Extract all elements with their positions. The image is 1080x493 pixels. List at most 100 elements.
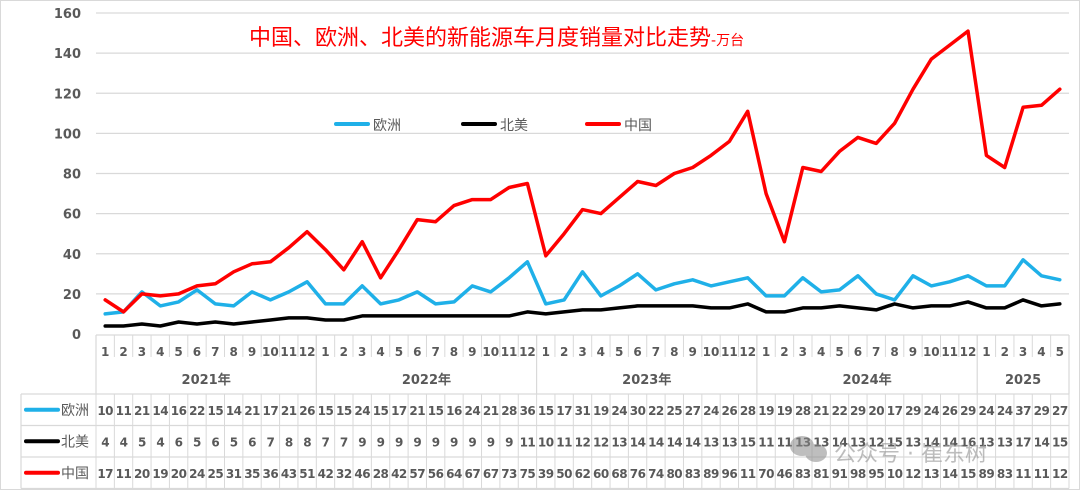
y-tick-label: 160: [54, 7, 81, 22]
table-cell: 21: [134, 404, 150, 418]
row-label: 北美: [61, 434, 89, 450]
wechat-icon: [790, 436, 827, 462]
year-label: 2024年: [842, 372, 891, 388]
table-cell: 14: [648, 435, 664, 449]
table-cell: 24: [923, 404, 939, 418]
month-tick-label: 4: [156, 345, 164, 359]
table-cell: 20: [134, 467, 150, 481]
table-cell: 29: [1034, 404, 1050, 418]
legend-item-2: 中国: [585, 118, 652, 134]
y-tick-label: 40: [63, 248, 81, 263]
legend-item-0: 欧洲: [334, 118, 401, 134]
legend-label: 中国: [624, 118, 652, 134]
table-cell: 16: [171, 404, 187, 418]
table-cell: 75: [520, 467, 536, 481]
table-cell: 14: [942, 435, 958, 449]
watermark: 公众号 · 崔东树: [790, 436, 987, 467]
table-cell: 11: [116, 404, 132, 418]
table-cell: 11: [1034, 467, 1050, 481]
table-cell: 21: [483, 404, 499, 418]
table-cell: 19: [593, 404, 609, 418]
table-cell: 7: [340, 435, 348, 449]
table-cell: 9: [358, 435, 366, 449]
month-tick-label: 11: [721, 345, 738, 359]
table-cell: 14: [666, 435, 682, 449]
table-cell: 60: [593, 467, 609, 481]
y-tick-label: 60: [63, 208, 81, 223]
table-cell: 19: [777, 404, 793, 418]
year-label: 2021年: [182, 372, 231, 388]
month-tick-label: 1: [101, 345, 109, 359]
table-cell: 24: [997, 404, 1013, 418]
month-tick-label: 5: [835, 345, 843, 359]
y-axis: 0 20 40 60 80 100 120 140 160: [54, 7, 81, 343]
table-cell: 17: [97, 467, 113, 481]
table-cell: 36: [263, 467, 279, 481]
table-cell: 16: [446, 404, 462, 418]
table-cell: 83: [685, 467, 701, 481]
table-cell: 14: [1034, 435, 1050, 449]
table-cell: 51: [299, 467, 315, 481]
month-tick-label: 1: [982, 345, 990, 359]
month-tick-label: 5: [1056, 345, 1064, 359]
table-cell: 9: [377, 435, 385, 449]
month-tick-label: 9: [248, 345, 256, 359]
table-cell: 17: [1015, 435, 1031, 449]
table-cell: 14: [630, 435, 646, 449]
month-tick-label: 7: [211, 345, 219, 359]
table-cell: 36: [520, 404, 536, 418]
month-tick-label: 10: [703, 345, 720, 359]
legend-item-1: 北美: [461, 118, 528, 134]
table-cell: 5: [193, 435, 201, 449]
table-cell: 5: [138, 435, 146, 449]
month-tick-label: 8: [670, 345, 678, 359]
table-cell: 13: [997, 435, 1013, 449]
table-row: 欧洲 10 11 21 14 16 22 15 14 21 17 21 26 15 15 24 15 17 21 15…: [24, 403, 1068, 419]
month-tick-label: 6: [854, 345, 862, 359]
table-cell: 13: [722, 435, 738, 449]
table-cell: 8: [285, 435, 293, 449]
table-row: 北美 4 4 5 4 6 5 6 5 6 7 8 8 7 7 9 9 9 9 9 9 9 9 9 11 10 11 12 12 13 14 1…: [24, 434, 1068, 450]
table-cell: 12: [868, 435, 884, 449]
series-line-0: [103, 258, 1062, 316]
month-tick-label: 8: [890, 345, 898, 359]
row-label: 中国: [61, 466, 89, 482]
table-cell: 9: [413, 435, 421, 449]
table-cell: 15: [336, 404, 352, 418]
x-axis-categories: 1 2 3 4 5 6 7 8 9 10 11 12 1 2 3 4 5 6 7 8 9 10 11 12 1 2 3 4 5 6 7 8 9 1…: [95, 334, 1070, 394]
table-cell: 7: [266, 435, 274, 449]
month-tick-label: 11: [941, 345, 958, 359]
table-cell: 15: [1052, 435, 1068, 449]
table-cell: 15: [318, 404, 334, 418]
month-tick-label: 11: [501, 345, 518, 359]
month-tick-label: 11: [280, 345, 297, 359]
table-cell: 26: [942, 404, 958, 418]
table-cell: 28: [795, 404, 811, 418]
table-cell: 32: [336, 467, 352, 481]
table-cell: 11: [777, 435, 793, 449]
year-label: 2022年: [402, 372, 451, 388]
table-cell: 12: [1052, 467, 1068, 481]
table-cell: 15: [538, 404, 554, 418]
series-line-2: [103, 29, 1062, 314]
table-cell: 13: [611, 435, 627, 449]
month-tick-label: 6: [193, 345, 201, 359]
table-cell: 6: [248, 435, 256, 449]
table-cell: 67: [483, 467, 499, 481]
table-cell: 50: [556, 467, 572, 481]
table-cell: 68: [611, 467, 627, 481]
y-tick-label: 0: [72, 328, 81, 343]
legend-label: 欧洲: [373, 118, 401, 134]
row-label: 欧洲: [61, 403, 89, 419]
table-cell: 46: [354, 467, 370, 481]
series-line-1: [103, 298, 1062, 328]
month-tick-label: 3: [358, 345, 366, 359]
table-cell: 89: [979, 467, 995, 481]
month-tick-label: 9: [909, 345, 917, 359]
table-cell: 46: [777, 467, 793, 481]
month-tick-label: 3: [1019, 345, 1027, 359]
table-cell: 9: [395, 435, 403, 449]
table-cell: 67: [464, 467, 480, 481]
table-cell: 24: [611, 404, 627, 418]
table-cell: 24: [979, 404, 995, 418]
